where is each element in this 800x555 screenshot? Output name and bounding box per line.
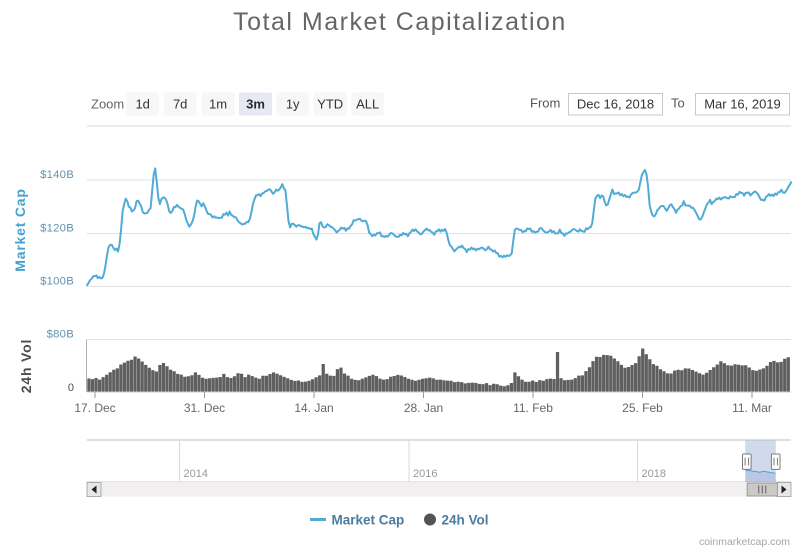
- svg-text:2018: 2018: [642, 468, 666, 480]
- svg-text:7d: 7d: [173, 97, 187, 112]
- svg-text:17. Dec: 17. Dec: [74, 401, 115, 415]
- svg-text:ALL: ALL: [356, 97, 379, 112]
- svg-text:Dec 16, 2018: Dec 16, 2018: [577, 97, 654, 112]
- svg-text:1m: 1m: [209, 97, 227, 112]
- svg-text:$120B: $120B: [40, 223, 74, 235]
- svg-text:11. Mar: 11. Mar: [732, 401, 772, 415]
- svg-text:31. Dec: 31. Dec: [184, 401, 225, 415]
- svg-text:2014: 2014: [184, 468, 208, 480]
- svg-text:$80B: $80B: [47, 329, 74, 341]
- svg-text:Total Market Capitalization: Total Market Capitalization: [233, 8, 567, 36]
- svg-text:14. Jan: 14. Jan: [294, 401, 333, 415]
- svg-text:Mar 16, 2019: Mar 16, 2019: [704, 97, 781, 112]
- svg-text:$140B: $140B: [40, 169, 74, 181]
- svg-text:YTD: YTD: [317, 97, 343, 112]
- svg-text:2016: 2016: [413, 468, 437, 480]
- svg-text:28. Jan: 28. Jan: [404, 401, 443, 415]
- svg-text:Market Cap: Market Cap: [332, 513, 405, 528]
- svg-text:Market Cap: Market Cap: [12, 188, 28, 271]
- svg-text:Zoom: Zoom: [91, 97, 124, 112]
- svg-text:1d: 1d: [135, 97, 149, 112]
- svg-text:24h Vol: 24h Vol: [442, 513, 489, 528]
- svg-text:coinmarketcap.com: coinmarketcap.com: [699, 536, 790, 548]
- svg-text:25. Feb: 25. Feb: [622, 401, 663, 415]
- svg-text:1y: 1y: [286, 97, 300, 112]
- svg-text:24h Vol: 24h Vol: [18, 339, 34, 393]
- svg-text:To: To: [671, 96, 685, 111]
- svg-text:11. Feb: 11. Feb: [513, 401, 553, 415]
- svg-text:$100B: $100B: [40, 276, 74, 288]
- svg-text:3m: 3m: [246, 97, 265, 112]
- svg-text:0: 0: [68, 382, 74, 394]
- svg-text:From: From: [530, 96, 560, 111]
